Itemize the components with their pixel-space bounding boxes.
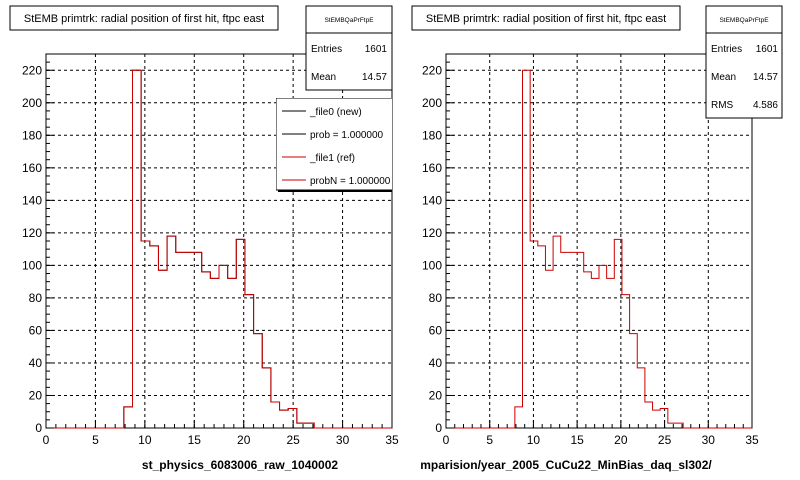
y-tick-label: 160 — [422, 161, 442, 175]
y-tick-label: 200 — [22, 96, 42, 110]
left-stats-name: StEMBQaPrFtpE — [324, 17, 374, 24]
right-stats-rms-label: RMS — [711, 100, 734, 111]
x-tick-label: 20 — [237, 433, 251, 447]
right-stats-rms: 4.586 — [753, 100, 778, 111]
y-tick-label: 80 — [429, 291, 443, 305]
right-stats-entries-label: Entries — [711, 44, 742, 55]
left-panel: 0 5 10 15 20 25 30 35 0 20 40 60 80 100 120 140 160 180 20… — [9, 5, 399, 472]
left-x-label: st_physics_6083006_raw_1040002 — [142, 458, 338, 472]
left-title-box — [9, 5, 279, 31]
y-tick-label: 120 — [422, 226, 442, 240]
y-tick-label: 80 — [29, 291, 43, 305]
right-stats-mean-label: Mean — [711, 72, 736, 83]
y-tick-label: 100 — [22, 258, 42, 272]
right-stats-mean: 14.57 — [753, 72, 778, 83]
y-tick-label: 120 — [22, 226, 42, 240]
x-tick-label: 35 — [745, 433, 759, 447]
legend-label-1: prob = 1.000000 — [310, 130, 384, 141]
legend-label-0: _file0 (new) — [309, 107, 362, 118]
left-stats-entries-label: Entries — [311, 44, 342, 55]
y-tick-label: 40 — [429, 356, 443, 370]
histogram-series-1 — [46, 69, 392, 429]
right-plot-frame — [445, 53, 753, 429]
y-tick-label: 20 — [29, 388, 43, 402]
x-tick-label: 20 — [614, 433, 628, 447]
y-tick-label: 220 — [22, 63, 42, 77]
legend-clip: _file0 (new) prob = 1.000000 _file1 (ref… — [276, 98, 392, 192]
x-tick-label: 15 — [188, 433, 202, 447]
y-tick-label: 160 — [22, 161, 42, 175]
y-tick-label: 220 — [422, 63, 442, 77]
y-tick-label: 100 — [422, 258, 442, 272]
right-stats-box — [705, 5, 783, 119]
x-tick-label: 30 — [336, 433, 350, 447]
x-tick-label: 5 — [92, 433, 99, 447]
right-ticks: 0 5 10 15 20 25 30 35 0 20 40 60 80 100 120 140 160 180 20… — [422, 53, 759, 447]
x-tick-label: 15 — [570, 433, 584, 447]
left-title: StEMB primtrk: radial position of first … — [24, 13, 264, 25]
histogram-series-0 — [446, 69, 752, 429]
left-stats-box — [305, 5, 393, 91]
y-tick-label: 40 — [29, 356, 43, 370]
right-title-box — [411, 5, 681, 31]
right-stats-name: StEMBQaPrFtpE — [719, 17, 769, 24]
x-tick-label: 30 — [702, 433, 716, 447]
left-histogram — [46, 69, 392, 429]
y-tick-label: 180 — [422, 128, 442, 142]
y-tick-label: 20 — [429, 388, 443, 402]
legend-label-2: _file1 (ref) — [309, 153, 355, 164]
x-tick-label: 25 — [658, 433, 672, 447]
left-ticks: 0 5 10 15 20 25 30 35 0 20 40 60 80 100 120 140 160 180 20… — [22, 53, 399, 447]
left-stats-mean-label: Mean — [311, 72, 336, 83]
y-tick-label: 60 — [429, 323, 443, 337]
y-tick-label: 0 — [35, 421, 42, 435]
right-x-label: mparision/year_2005_CuCu22_MinBias_daq_s… — [420, 458, 712, 472]
legend-label-3: probN = 1.000000 — [310, 176, 391, 187]
legend-box — [276, 98, 392, 191]
x-tick-label: 5 — [486, 433, 493, 447]
y-tick-label: 140 — [422, 193, 442, 207]
y-tick-label: 0 — [435, 421, 442, 435]
x-tick-label: 0 — [443, 433, 450, 447]
x-tick-label: 10 — [527, 433, 541, 447]
y-tick-label: 200 — [422, 96, 442, 110]
right-stats-entries: 1601 — [756, 44, 779, 55]
x-tick-label: 35 — [385, 433, 399, 447]
right-histogram — [446, 69, 752, 429]
y-tick-label: 60 — [29, 323, 43, 337]
x-tick-label: 0 — [43, 433, 50, 447]
y-tick-label: 140 — [22, 193, 42, 207]
left-stats-mean: 14.57 — [362, 72, 387, 83]
x-tick-label: 25 — [286, 433, 300, 447]
right-panel: 0 5 10 15 20 25 30 35 0 20 40 60 80 100 120 140 160 180 20… — [411, 5, 783, 472]
x-tick-label: 10 — [138, 433, 152, 447]
right-title: StEMB primtrk: radial position of first … — [426, 13, 666, 25]
y-tick-label: 180 — [22, 128, 42, 142]
left-stats-entries: 1601 — [365, 44, 388, 55]
